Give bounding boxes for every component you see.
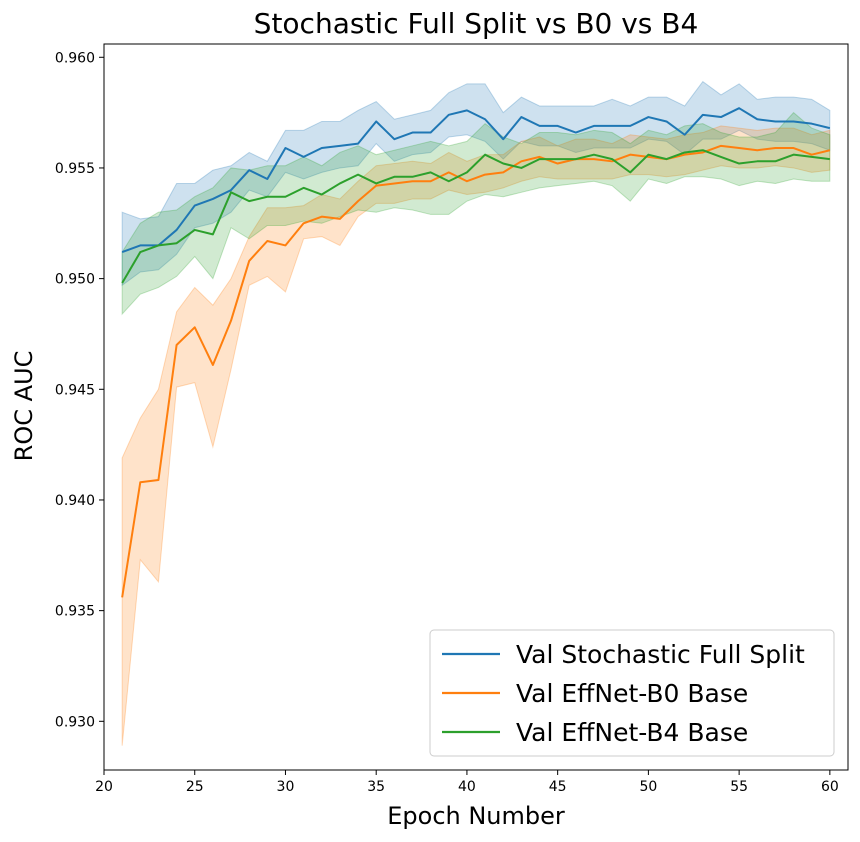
x-tick-label: 30 bbox=[277, 779, 295, 795]
x-tick-label: 55 bbox=[730, 779, 748, 795]
legend-label-val-effnet-b0-base: Val EffNet-B0 Base bbox=[516, 679, 748, 708]
y-axis-title: ROC AUC bbox=[10, 351, 38, 462]
plot-frame bbox=[103, 43, 849, 771]
y-tick-label: 0.935 bbox=[55, 604, 95, 620]
x-tick-label: 20 bbox=[95, 779, 113, 795]
y-tick-label: 0.955 bbox=[55, 161, 95, 177]
band-val-effnet-b4-base bbox=[121, 111, 831, 316]
legend-label-val-stochastic-full-split: Val Stochastic Full Split bbox=[516, 640, 805, 669]
x-tick-label: 50 bbox=[639, 779, 657, 795]
y-tick-label: 0.940 bbox=[55, 493, 95, 509]
line-val-effnet-b4-base bbox=[121, 149, 830, 284]
line-val-stochastic-full-split bbox=[121, 107, 831, 253]
x-tick-label: 25 bbox=[186, 779, 204, 795]
x-tick-label: 40 bbox=[458, 779, 476, 795]
y-tick-label: 0.960 bbox=[55, 50, 95, 66]
band-val-effnet-b0-base bbox=[121, 125, 831, 746]
x-axis: 20 25 30 35 40 45 50 55 60 bbox=[95, 770, 839, 795]
chart-title: Stochastic Full Split vs B0 vs B4 bbox=[254, 7, 699, 40]
x-tick-label: 60 bbox=[821, 779, 839, 795]
y-axis: 0.930 0.935 0.940 0.945 0.950 0.955 0.960 bbox=[55, 50, 104, 730]
y-tick-label: 0.945 bbox=[55, 382, 95, 398]
y-tick-label: 0.930 bbox=[55, 714, 95, 730]
x-axis-title: Epoch Number bbox=[387, 802, 565, 830]
y-tick-label: 0.950 bbox=[55, 272, 95, 288]
line-val-effnet-b0-base bbox=[121, 144, 831, 598]
series-lines bbox=[121, 107, 831, 598]
x-tick-label: 45 bbox=[549, 779, 567, 795]
legend-label-val-effnet-b4-base: Val EffNet-B4 Base bbox=[516, 718, 748, 747]
legend-box bbox=[429, 629, 835, 757]
x-tick-label: 35 bbox=[367, 779, 385, 795]
legend: Val Stochastic Full Split Val EffNet-B0 B… bbox=[429, 629, 835, 757]
